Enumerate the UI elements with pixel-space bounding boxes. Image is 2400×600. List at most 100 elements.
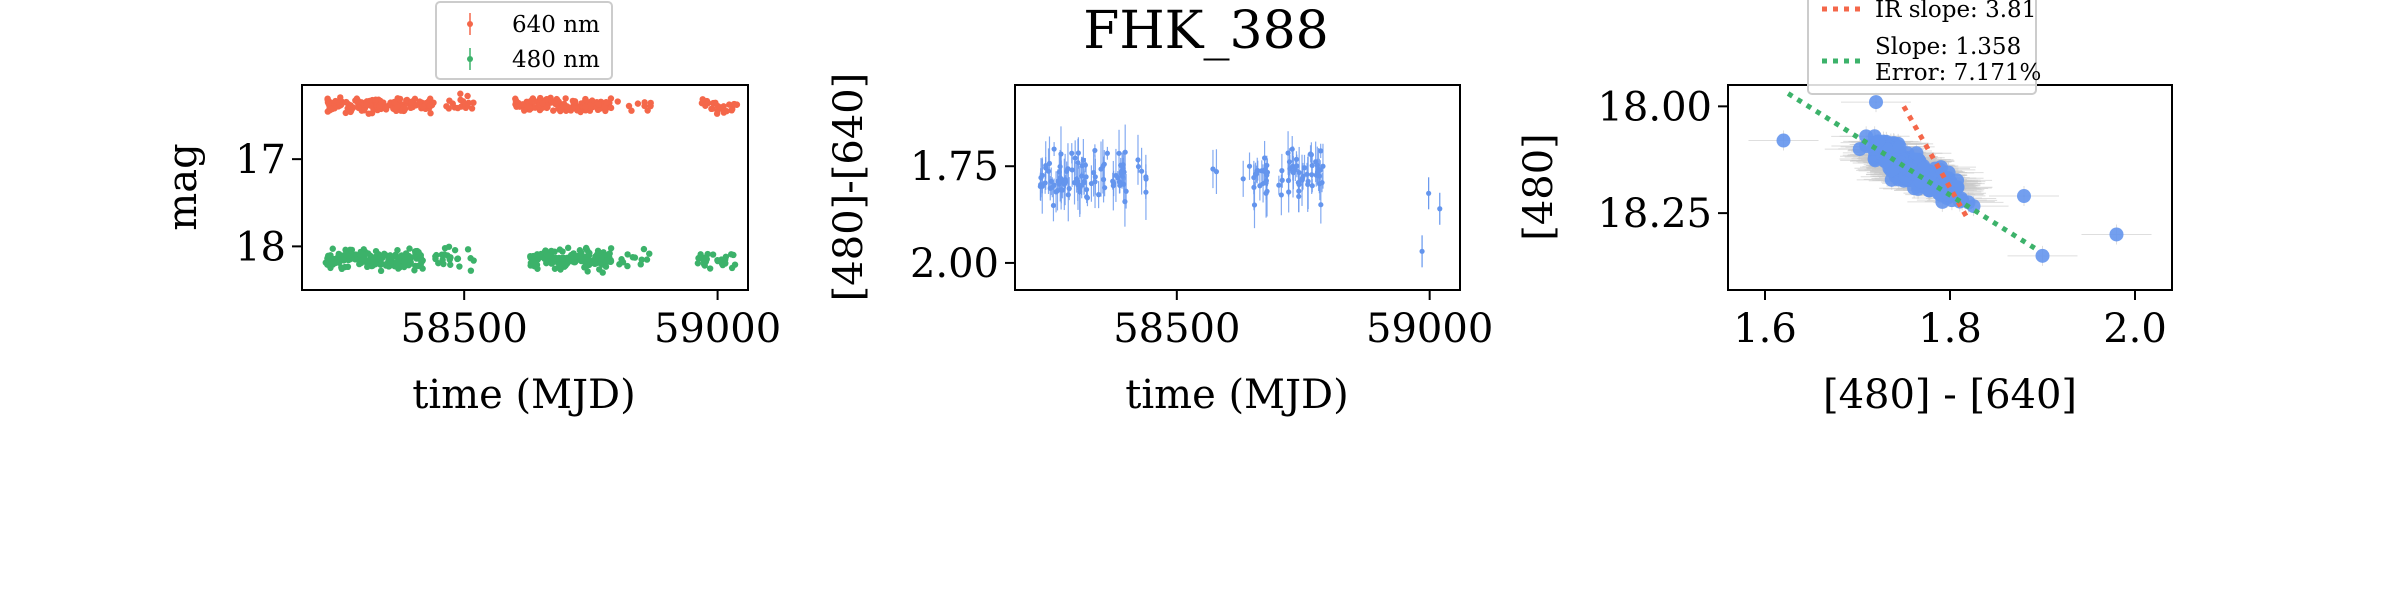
data-point [1100, 163, 1106, 169]
data-point [1062, 179, 1069, 185]
panel-color-time-ticks: 58500 59000 1.75 2.00 [910, 144, 1493, 352]
data-point [1139, 168, 1145, 174]
y-tick-label: 17 [235, 137, 286, 183]
data-point [1051, 182, 1057, 188]
data-point [338, 265, 346, 273]
data-point [599, 269, 606, 276]
data-point [1111, 180, 1117, 187]
legend-ir-slope-label: IR slope: 3.81 [1875, 0, 2036, 23]
data-point [646, 250, 653, 257]
data-point [1264, 172, 1270, 178]
data-point [714, 257, 721, 265]
data-point [640, 245, 648, 253]
y-tick-label: 2.00 [910, 241, 999, 287]
data-point [1066, 186, 1072, 192]
y-tick-label: 18 [235, 224, 286, 270]
data-point [1279, 177, 1285, 183]
data-point [728, 264, 736, 272]
data-point [1264, 188, 1270, 194]
data-point [1092, 179, 1098, 185]
panel-magnitude: 58500 59000 17 18 time (MJD) mag 640 nm 480… [160, 1, 781, 418]
data-point [416, 98, 423, 105]
data-point [551, 265, 559, 272]
data-point [411, 248, 419, 255]
data-point [368, 109, 376, 117]
data-point [581, 264, 588, 271]
data-point [1116, 150, 1122, 156]
data-point [1069, 167, 1075, 173]
panel-color-time-ylabel: [480]-[640] [826, 73, 872, 302]
legend-error-label: Error: 7.171% [1875, 60, 2041, 86]
data-point [1122, 199, 1128, 205]
data-point [604, 257, 611, 264]
x-tick-label: 58500 [401, 306, 528, 352]
data-point [512, 97, 520, 104]
data-point [559, 248, 566, 255]
data-point [1080, 157, 1086, 163]
data-point [1077, 188, 1083, 195]
panel-magnitude-ticks: 58500 59000 17 18 [235, 137, 781, 352]
data-point [1079, 182, 1085, 188]
data-point [470, 99, 477, 106]
data-point [1263, 180, 1269, 186]
panel-color-magnitude-ylabel: [480] [1516, 133, 1562, 241]
data-point [520, 107, 528, 114]
data-point [342, 246, 349, 254]
data-point [723, 107, 730, 115]
data-point [1437, 206, 1443, 212]
data-point [364, 250, 372, 257]
data-point [730, 251, 737, 259]
data-point [406, 245, 413, 252]
data-point [545, 258, 553, 266]
data-point [720, 103, 727, 110]
data-point [439, 256, 446, 264]
data-point [534, 265, 541, 272]
data-point [1104, 150, 1110, 156]
data-point [713, 110, 721, 117]
data-point [1083, 174, 1089, 180]
data-point [419, 257, 426, 264]
data-point [559, 256, 566, 263]
data-point [1318, 148, 1324, 154]
legend-480-marker [467, 56, 473, 62]
data-point [394, 258, 401, 265]
y-tick-label: 1.75 [910, 144, 999, 190]
data-point [355, 104, 362, 112]
data-point [602, 263, 610, 270]
data-point [1317, 181, 1323, 187]
data-point [1240, 176, 1246, 182]
data-point [407, 104, 415, 111]
data-point [557, 107, 564, 115]
data-point [628, 107, 635, 114]
data-point [706, 265, 714, 272]
data-point [381, 250, 388, 258]
data-point [464, 246, 472, 253]
data-point [643, 256, 651, 263]
data-point [551, 248, 558, 255]
data-point [1296, 181, 1302, 188]
data-point [1118, 170, 1124, 176]
data-point [359, 255, 367, 263]
data-point [1100, 176, 1107, 183]
data-point [1909, 146, 1924, 161]
data-point [363, 101, 370, 108]
y-tick-label: 18.25 [1597, 191, 1712, 237]
data-point [1096, 192, 1102, 198]
data-point [709, 105, 716, 112]
data-point [603, 99, 610, 106]
data-point [457, 96, 464, 104]
data-point [467, 267, 475, 274]
data-point [1045, 168, 1052, 174]
panel-magnitude-ylabel: mag [160, 143, 206, 230]
data-point [1419, 248, 1425, 254]
data-point [1308, 152, 1314, 158]
data-point [364, 263, 371, 271]
data-point [596, 249, 603, 256]
data-point [726, 101, 733, 108]
data-point [354, 99, 361, 106]
data-point [1118, 162, 1124, 168]
data-point [1246, 163, 1253, 169]
data-point [709, 251, 717, 258]
data-point [1923, 182, 1938, 197]
